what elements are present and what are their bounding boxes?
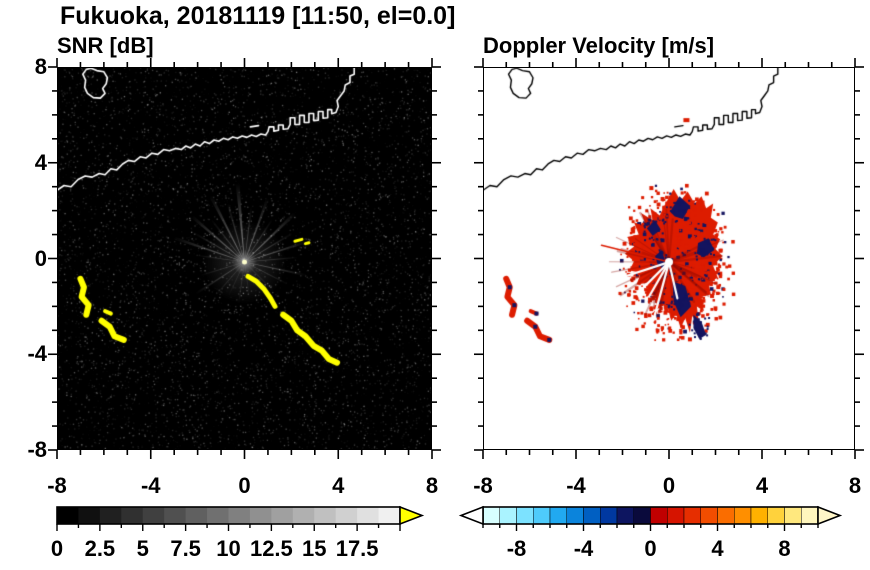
x-tick-label: -8 bbox=[473, 473, 493, 498]
y-tick-label: -8 bbox=[27, 437, 47, 462]
doppler-velocity-radar-map bbox=[483, 67, 855, 450]
y-tick-label: 8 bbox=[34, 54, 47, 79]
colorbar-tick-label: 5 bbox=[136, 536, 149, 561]
colorbar-tick-label: 15 bbox=[302, 536, 327, 561]
x-tick-label: -8 bbox=[47, 473, 67, 498]
velocity-panel-title: Doppler Velocity [m/s] bbox=[483, 33, 715, 58]
snr-radar-map bbox=[57, 67, 432, 450]
snr-panel-title: SNR [dB] bbox=[57, 33, 154, 58]
colorbar-tick-label: 0 bbox=[50, 536, 64, 561]
colorbar-tick-label: 10 bbox=[216, 536, 241, 561]
x-tick-label: 4 bbox=[332, 473, 345, 498]
colorbar-tick-label: -8 bbox=[506, 536, 527, 561]
colorbar-tick-label: 7.5 bbox=[170, 536, 201, 561]
y-tick-label: -4 bbox=[27, 341, 47, 367]
colorbar-tick-label: 8 bbox=[778, 536, 791, 561]
x-tick-label: 8 bbox=[848, 473, 862, 498]
colorbar-tick-label: -4 bbox=[573, 536, 594, 561]
y-tick-label: 0 bbox=[34, 245, 47, 271]
x-tick-label: -4 bbox=[140, 473, 161, 498]
x-tick-label: 0 bbox=[662, 473, 676, 498]
x-tick-label: 8 bbox=[425, 473, 439, 498]
colorbar-tick-label: 4 bbox=[711, 536, 724, 561]
x-tick-label: -4 bbox=[566, 473, 586, 498]
colorbar-tick-label: 2.5 bbox=[84, 536, 116, 561]
colorbar-tick-label: 17.5 bbox=[335, 536, 379, 561]
colorbar-tick-label: 0 bbox=[644, 536, 657, 561]
figure-title: Fukuoka, 20181119 [11:50, el=0.0] bbox=[60, 2, 456, 30]
y-tick-label: 4 bbox=[34, 149, 47, 175]
x-tick-label: 0 bbox=[238, 473, 251, 498]
colorbar-tick-label: 12.5 bbox=[249, 536, 293, 561]
x-tick-label: 4 bbox=[755, 473, 769, 498]
